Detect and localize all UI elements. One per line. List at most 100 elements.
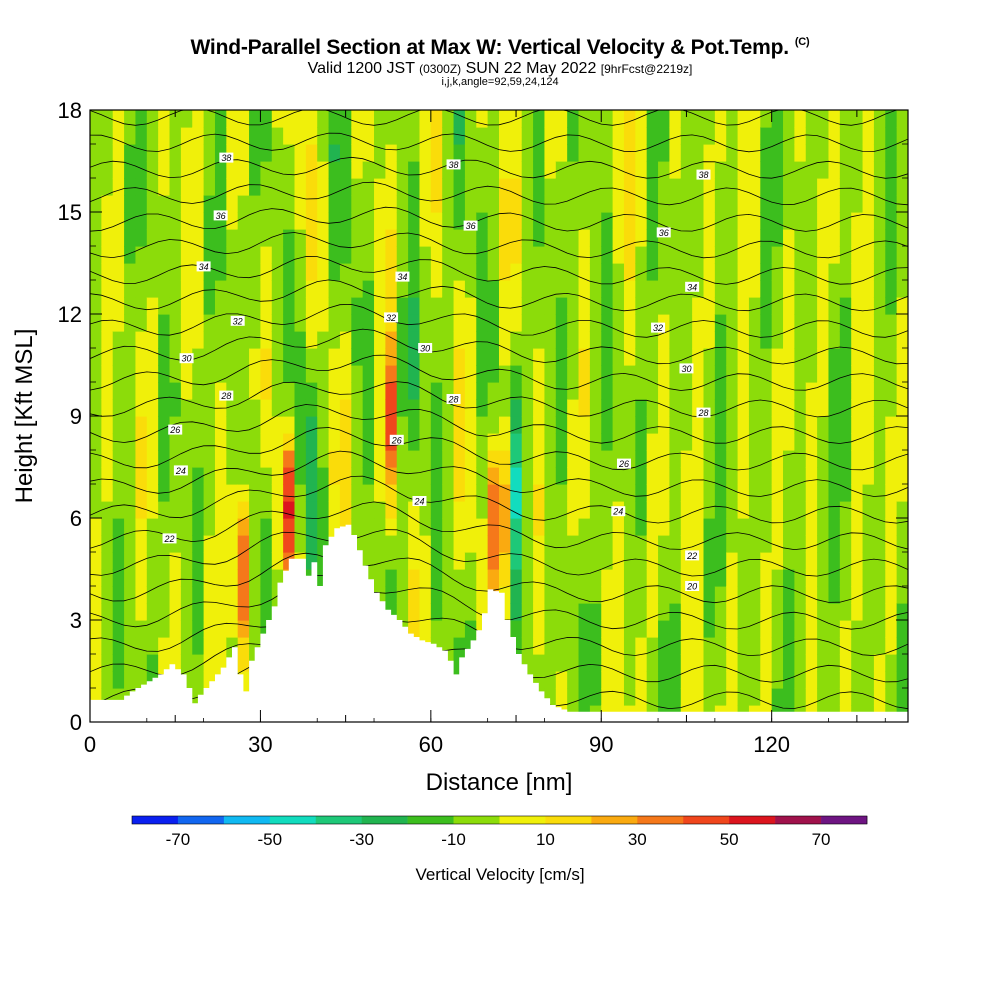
velocity-cell [726, 144, 739, 162]
velocity-cell [419, 450, 432, 468]
theta-contour-line [90, 475, 908, 524]
velocity-cell [873, 110, 886, 128]
velocity-cell [555, 467, 568, 485]
velocity-cell [896, 552, 908, 570]
velocity-cell [294, 365, 307, 383]
velocity-cell [328, 127, 341, 145]
velocity-cell [703, 569, 716, 587]
velocity-cell [748, 382, 761, 400]
velocity-cell [680, 484, 693, 502]
velocity-cell [464, 314, 477, 332]
velocity-cell [430, 501, 443, 519]
velocity-cell [442, 263, 455, 281]
velocity-cell [714, 535, 727, 553]
velocity-cell [873, 552, 886, 570]
velocity-cell [851, 688, 864, 706]
velocity-cell [851, 314, 864, 332]
velocity-cell [567, 518, 580, 536]
velocity-cell [521, 518, 534, 536]
velocity-cell [510, 569, 523, 587]
velocity-cell [328, 110, 341, 128]
velocity-cell [192, 569, 205, 587]
velocity-cell [748, 450, 761, 468]
velocity-cell [203, 144, 216, 162]
colorbar-segment [729, 816, 776, 824]
velocity-cell [703, 144, 716, 162]
velocity-cell [760, 688, 773, 706]
velocity-cell [362, 467, 375, 485]
velocity-cell [703, 518, 716, 536]
y-tick-label: 6 [70, 506, 82, 531]
velocity-cell [101, 433, 114, 451]
velocity-cell [351, 450, 364, 468]
velocity-cell [237, 450, 250, 468]
velocity-cell [567, 416, 580, 434]
velocity-cell [328, 450, 341, 468]
velocity-cell [646, 399, 659, 417]
velocity-cell [260, 552, 273, 570]
colorbar-title: Vertical Velocity [cm/s] [415, 865, 584, 884]
velocity-cell [124, 671, 137, 689]
velocity-cell [385, 110, 398, 128]
velocity-cell [669, 365, 682, 383]
velocity-cell [578, 195, 591, 213]
velocity-cell [180, 518, 193, 536]
velocity-cell [544, 212, 557, 230]
velocity-cell [192, 671, 205, 689]
velocity-cell [499, 484, 511, 502]
velocity-cell [464, 246, 477, 264]
velocity-cell [828, 365, 841, 383]
velocity-cell [839, 467, 852, 485]
velocity-cell [408, 331, 421, 349]
velocity-cell [169, 246, 182, 264]
velocity-cell [385, 331, 398, 349]
velocity-cell [714, 110, 727, 128]
velocity-cell [464, 433, 477, 451]
velocity-cell [499, 552, 511, 570]
velocity-cell [862, 552, 875, 570]
velocity-cell [544, 280, 557, 298]
velocity-cell [533, 263, 546, 281]
velocity-cell [408, 433, 421, 451]
velocity-cell [430, 161, 443, 179]
velocity-cell [555, 450, 568, 468]
velocity-cell [646, 331, 659, 349]
velocity-cell [555, 297, 568, 315]
x-axis-title: Distance [nm] [426, 769, 573, 796]
velocity-cell [873, 382, 886, 400]
theta-contour-line [90, 501, 908, 551]
velocity-cell [783, 552, 795, 570]
velocity-cell [646, 552, 659, 570]
velocity-cell [737, 161, 750, 179]
velocity-cell [737, 263, 750, 281]
velocity-cell [487, 467, 500, 485]
velocity-cell [214, 586, 227, 604]
velocity-cell [351, 246, 364, 264]
velocity-cell [589, 382, 602, 400]
velocity-cell [499, 365, 511, 383]
velocity-cell [714, 450, 727, 468]
velocity-cell [601, 450, 614, 468]
velocity-cell [158, 365, 171, 383]
velocity-cell [305, 178, 318, 196]
velocity-cell [499, 569, 511, 587]
velocity-cell [612, 535, 625, 553]
velocity-cell [771, 144, 784, 162]
velocity-cell [680, 399, 693, 417]
velocity-cell [283, 467, 296, 485]
colorbar-segment [821, 816, 868, 824]
velocity-cell [658, 195, 671, 213]
colorbar-segment [545, 816, 592, 824]
velocity-cell [305, 297, 318, 315]
velocity-cell [862, 331, 875, 349]
velocity-cell [714, 144, 727, 162]
velocity-cell [158, 416, 171, 434]
velocity-cell [135, 501, 148, 519]
velocity-cell [294, 161, 307, 179]
velocity-cell [305, 263, 318, 281]
velocity-cell [271, 229, 284, 247]
velocity-cell [124, 569, 137, 587]
velocity-cell [294, 110, 307, 128]
velocity-cell [680, 127, 693, 145]
velocity-cell [703, 382, 716, 400]
